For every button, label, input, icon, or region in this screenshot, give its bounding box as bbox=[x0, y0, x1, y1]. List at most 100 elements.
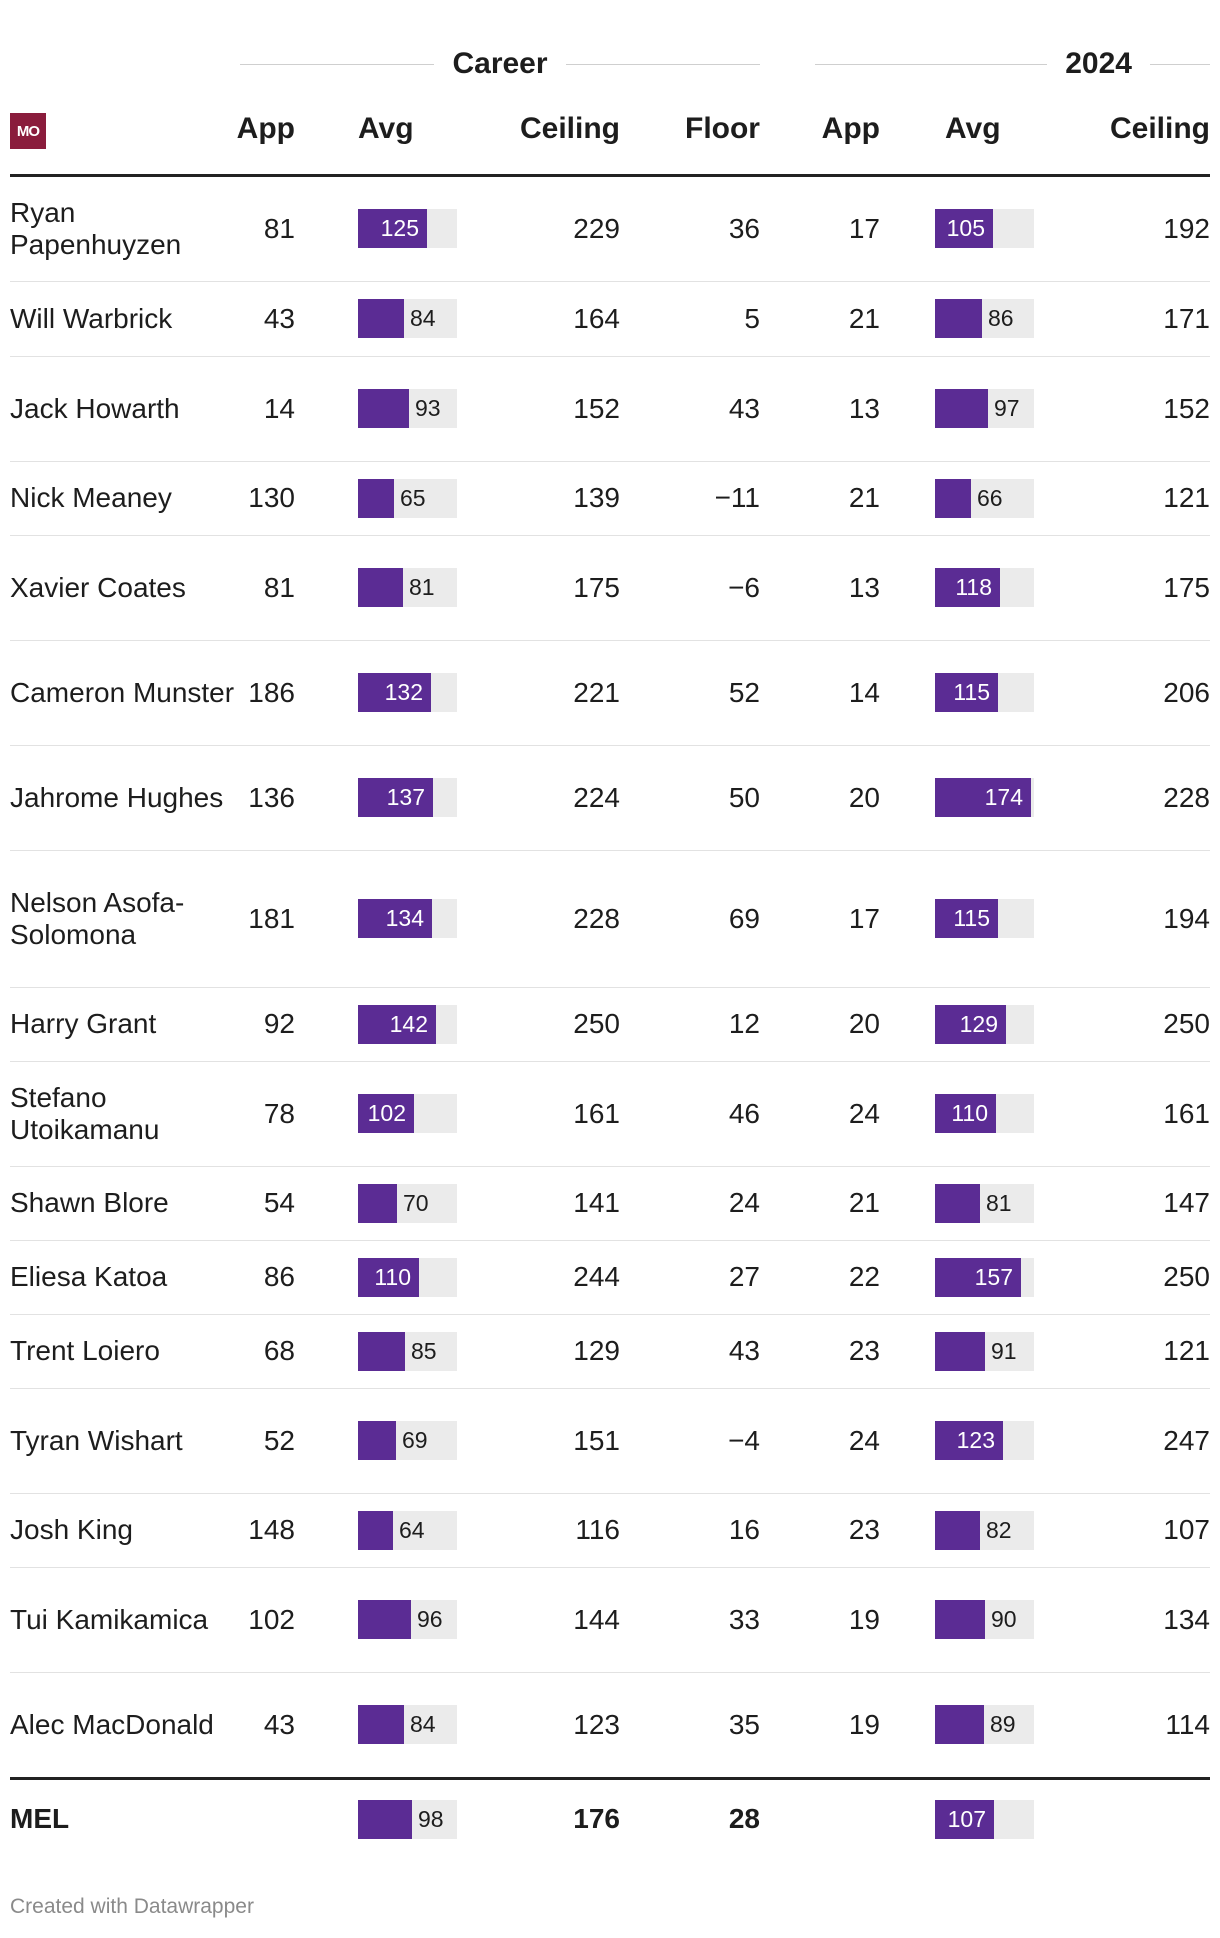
season-ceiling: 247 bbox=[1163, 1424, 1210, 1456]
season-avg-bar-label: 115 bbox=[953, 679, 990, 705]
season-ceiling: 147 bbox=[1163, 1187, 1210, 1218]
season-avg-bar-label: 118 bbox=[955, 574, 992, 600]
season-avg-bar-label: 66 bbox=[977, 484, 1003, 511]
career-avg-bar-fill bbox=[358, 1257, 419, 1297]
career-ceiling: 116 bbox=[575, 1514, 620, 1545]
col-header-avg-2024[interactable]: Avg bbox=[945, 112, 1001, 145]
career-avg-bar-track: 81 bbox=[358, 568, 457, 607]
season-avg-bar-label: 89 bbox=[990, 1711, 1016, 1737]
footer-credit: Created with Datawrapper bbox=[10, 1895, 254, 1918]
career-avg-bar-label: 65 bbox=[400, 484, 426, 511]
career-floor: 28 bbox=[728, 1803, 760, 1834]
season-avg-bar-label: 91 bbox=[991, 1337, 1017, 1364]
career-avg-bar-fill bbox=[358, 1799, 412, 1839]
player-name: Josh King bbox=[10, 1514, 133, 1545]
career-app: 181 bbox=[248, 902, 295, 934]
season-app: 24 bbox=[848, 1424, 880, 1456]
career-app: 52 bbox=[263, 1424, 295, 1456]
group-header-career: Career bbox=[240, 44, 761, 84]
col-header-app[interactable]: App bbox=[236, 112, 295, 145]
season-avg-bar-label: 97 bbox=[994, 395, 1020, 421]
career-avg-bar-fill bbox=[358, 778, 433, 817]
career-ceiling: 224 bbox=[573, 781, 620, 813]
player-name: Jahrome Hughes bbox=[10, 781, 224, 813]
career-avg-bar-fill bbox=[358, 1004, 436, 1044]
season-avg-bar-fill bbox=[935, 389, 988, 428]
season-avg-bar-track: 86 bbox=[935, 299, 1034, 338]
career-app bbox=[200, 1780, 295, 1858]
career-avg-bar-track: 132 bbox=[358, 673, 457, 712]
season-avg-bar-track: 174 bbox=[935, 778, 1034, 817]
season-ceiling: 171 bbox=[1163, 302, 1210, 334]
career-floor: 69 bbox=[728, 902, 760, 934]
season-avg-bar-track: 91 bbox=[935, 1331, 1034, 1371]
season-avg-bar-fill bbox=[935, 1600, 985, 1639]
career-avg-bar-label: 84 bbox=[410, 1711, 436, 1737]
career-floor: 52 bbox=[728, 676, 760, 708]
col-header-ceiling[interactable]: Ceiling bbox=[519, 112, 620, 145]
career-avg-bar-track: 125 bbox=[358, 209, 457, 248]
table-row: Alec MacDonald 43 84 123 35 19 89 114 bbox=[10, 1672, 1210, 1778]
table-row: Ryan Papenhuyzen 81 125 229 36 17 105 192 bbox=[10, 176, 1210, 282]
career-ceiling: 229 bbox=[573, 212, 620, 244]
career-floor: 35 bbox=[728, 1708, 760, 1740]
season-ceiling: 121 bbox=[1163, 1335, 1210, 1366]
career-avg-bar-fill bbox=[358, 1094, 414, 1133]
career-avg-bar-label: 84 bbox=[410, 305, 436, 331]
career-avg-bar-fill bbox=[358, 1421, 396, 1460]
col-header-floor[interactable]: Floor bbox=[685, 112, 760, 145]
player-name: Alec MacDonald bbox=[10, 1708, 214, 1740]
season-app: 13 bbox=[848, 392, 880, 424]
season-avg-bar-label: 157 bbox=[974, 1263, 1013, 1290]
table-row: Nick Meaney 130 65 139 −11 21 66 121 bbox=[10, 461, 1210, 536]
player-name: Tui Kamikamica bbox=[10, 1603, 209, 1635]
season-ceiling: 121 bbox=[1163, 482, 1210, 513]
career-avg-bar-label: 70 bbox=[403, 1189, 429, 1216]
group-rule bbox=[1150, 63, 1210, 65]
season-app: 17 bbox=[848, 212, 880, 244]
career-avg-bar-fill bbox=[358, 1600, 411, 1639]
season-avg-bar-label: 123 bbox=[956, 1427, 995, 1453]
season-avg-bar-label: 174 bbox=[984, 784, 1023, 810]
season-avg-bar-fill bbox=[935, 673, 998, 712]
career-app: 43 bbox=[263, 302, 295, 334]
career-avg-bar-track: 69 bbox=[358, 1421, 457, 1460]
career-avg-bar-track: 84 bbox=[358, 1705, 457, 1744]
career-avg-bar-label: 137 bbox=[386, 784, 425, 810]
career-avg-bar-track: 65 bbox=[358, 478, 457, 518]
season-avg-bar-fill bbox=[935, 1004, 1006, 1044]
player-name: Will Warbrick bbox=[10, 302, 173, 334]
career-floor: −11 bbox=[714, 482, 760, 513]
table-row: Will Warbrick 43 84 164 5 21 86 171 bbox=[10, 281, 1210, 357]
col-header-app-2024[interactable]: App bbox=[821, 112, 880, 145]
career-avg-bar-track: 98 bbox=[358, 1799, 457, 1839]
table-row: Trent Loiero 68 85 129 43 23 91 121 bbox=[10, 1314, 1210, 1389]
season-ceiling: 152 bbox=[1163, 392, 1210, 424]
total-rule bbox=[10, 1777, 1210, 1780]
season-ceiling: 114 bbox=[1165, 1708, 1210, 1740]
table-row: Jahrome Hughes 136 137 224 50 20 174 228 bbox=[10, 745, 1210, 851]
season-avg-bar-label: 129 bbox=[959, 1010, 998, 1037]
season-ceiling: 134 bbox=[1163, 1603, 1210, 1635]
career-ceiling: 244 bbox=[573, 1261, 620, 1292]
season-avg-bar-fill bbox=[935, 1257, 1021, 1297]
table-row: Nelson Asofa-Solomona 181 134 228 69 17 115 194 bbox=[10, 850, 1210, 988]
season-avg-bar-label: 82 bbox=[986, 1516, 1012, 1543]
season-avg-bar-label: 107 bbox=[947, 1805, 986, 1832]
season-avg-bar-track: 105 bbox=[935, 209, 1034, 248]
career-avg-bar-label: 98 bbox=[418, 1805, 444, 1832]
table-row: Josh King 148 64 116 16 23 82 107 bbox=[10, 1493, 1210, 1568]
col-header-ceiling-2024[interactable]: Ceiling bbox=[1109, 112, 1210, 145]
career-floor: 46 bbox=[728, 1097, 760, 1129]
col-header-avg[interactable]: Avg bbox=[358, 112, 414, 145]
career-app: 102 bbox=[248, 1603, 295, 1635]
season-app: 21 bbox=[848, 302, 880, 334]
season-avg-bar-track: 129 bbox=[935, 1004, 1034, 1044]
career-floor: 5 bbox=[744, 302, 760, 334]
career-floor: 50 bbox=[728, 781, 760, 813]
career-ceiling: 151 bbox=[573, 1424, 620, 1456]
career-avg-bar-label: 96 bbox=[417, 1606, 443, 1632]
season-ceiling: 228 bbox=[1163, 781, 1210, 813]
career-avg-bar-fill bbox=[358, 389, 409, 428]
player-name: Xavier Coates bbox=[10, 571, 186, 603]
